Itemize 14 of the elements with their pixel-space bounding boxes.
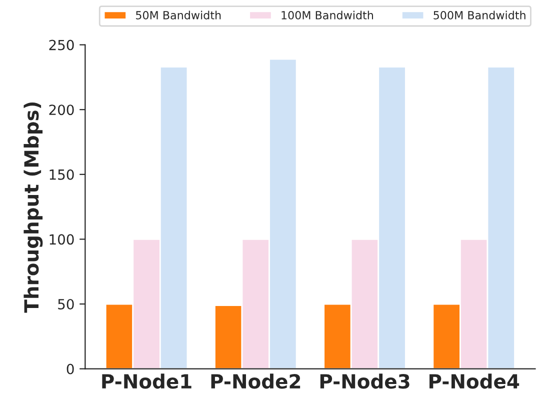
y-tick-label: 0 (66, 364, 74, 374)
x-tick-label: P-Node4 (430, 374, 520, 389)
y-tick-label: 150 (50, 169, 74, 180)
y-tick-label: 100 (50, 234, 74, 245)
legend-label: 500M Bandwidth (434, 10, 526, 20)
y-tick-label: 50 (58, 298, 74, 310)
x-tick-label: P-Node1 (102, 374, 192, 389)
x-tick-label: P-Node2 (211, 374, 300, 389)
y-tick-label: 250 (49, 40, 74, 50)
legend-label: 100M Bandwidth (282, 10, 373, 20)
legend-label: 50M Bandwidth (136, 10, 221, 20)
y-tick-label: 200 (49, 104, 74, 116)
x-tick-label: P-Node3 (320, 374, 410, 389)
y-axis-title: Throughput (Mbps) (24, 102, 43, 313)
